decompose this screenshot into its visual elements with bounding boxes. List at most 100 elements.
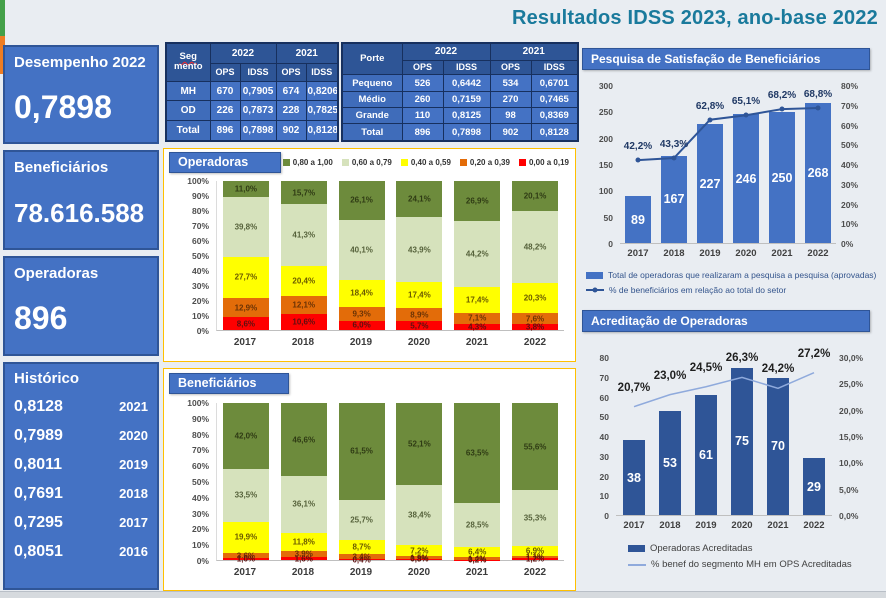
- bar[interactable]: 53: [659, 411, 681, 515]
- bar-segment[interactable]: 8,9%: [396, 308, 443, 322]
- stacked-bar[interactable]: 26,9% 44,2% 17,4% 7,1% 4,3%: [454, 181, 501, 331]
- stacked-bar[interactable]: 52,1% 38,4% 7,2% 1,5% 0,8%: [396, 403, 443, 564]
- bar[interactable]: 75: [731, 367, 753, 515]
- stacked-bar[interactable]: 24,1% 43,9% 17,4% 8,9% 5,7%: [396, 181, 443, 330]
- bar-segment[interactable]: 12,1%: [280, 296, 327, 315]
- bar-segment[interactable]: 61,5%: [338, 403, 385, 500]
- bar-segment[interactable]: 7,2%: [396, 545, 443, 557]
- bar[interactable]: 250: [769, 112, 795, 243]
- bar-segment[interactable]: 17,4%: [454, 287, 501, 313]
- stacked-bar[interactable]: 15,7% 41,3% 20,4% 12,1% 10,6%: [280, 181, 327, 330]
- bar-segment[interactable]: 12,9%: [222, 297, 269, 318]
- bar-segment[interactable]: 28,5%: [454, 502, 501, 548]
- chart-legend: Total de operadoras que realizaram a pes…: [586, 270, 876, 295]
- stacked-bar[interactable]: 63,5% 28,5% 6,4% 1,4% 0,2%: [454, 403, 501, 564]
- bar-segment[interactable]: 1,0%: [222, 555, 269, 564]
- legend-swatch: [459, 159, 467, 166]
- bar-segment[interactable]: 3,6%: [222, 551, 269, 560]
- bar-segment[interactable]: 55,6%: [512, 403, 559, 491]
- bar[interactable]: 246: [733, 114, 759, 243]
- bar-segment[interactable]: 44,2%: [454, 221, 501, 288]
- bar-segment[interactable]: 17,4%: [396, 282, 443, 309]
- stacked-bar[interactable]: 46,6% 36,1% 11,8% 3,9% 1,6%: [280, 403, 327, 563]
- legend-item-line[interactable]: % benef do segmento MH em OPS Acreditada…: [628, 559, 852, 570]
- bar[interactable]: 38: [623, 440, 645, 515]
- bar-segment[interactable]: 6,0%: [338, 321, 385, 330]
- table-cell: 670: [209, 80, 241, 102]
- trend-line[interactable]: [616, 358, 832, 515]
- bar-segment[interactable]: 8,7%: [338, 540, 385, 554]
- bar-segment[interactable]: 0,8%: [396, 555, 443, 564]
- bar-segment[interactable]: 20,1%: [512, 181, 559, 211]
- stacked-bar[interactable]: 61,5% 25,7% 8,7% 3,4% 0,4%: [338, 403, 385, 564]
- bar-segment[interactable]: 19,9%: [222, 521, 269, 553]
- bar-segment[interactable]: 27,7%: [222, 256, 269, 298]
- bar[interactable]: 268: [805, 102, 831, 243]
- bar-segment[interactable]: 3,9%: [280, 550, 327, 559]
- bar[interactable]: 89: [625, 196, 651, 243]
- bar-segment[interactable]: 15,7%: [280, 181, 327, 205]
- bar-segment[interactable]: 36,1%: [280, 476, 327, 533]
- bar-value-label: 70: [771, 439, 785, 454]
- bar-segment[interactable]: 3,8%: [512, 323, 559, 332]
- bar-segment[interactable]: 26,9%: [454, 181, 501, 222]
- bar-segment[interactable]: 18,4%: [338, 279, 385, 308]
- bar-segment[interactable]: 40,1%: [338, 219, 385, 280]
- bar-segment[interactable]: 41,3%: [280, 204, 327, 266]
- bar-segment[interactable]: 52,1%: [396, 403, 443, 485]
- bar-segment[interactable]: 1,1%: [512, 553, 559, 562]
- bar-segment[interactable]: 5,7%: [396, 321, 443, 330]
- bar-segment[interactable]: 7,1%: [454, 312, 501, 324]
- bar-segment[interactable]: 35,3%: [512, 490, 559, 546]
- bar-segment[interactable]: 63,5%: [454, 403, 501, 503]
- bar-segment[interactable]: 6,9%: [512, 545, 559, 557]
- bar-segment[interactable]: 0,4%: [338, 555, 385, 564]
- bar-segment[interactable]: 1,2%: [512, 555, 559, 564]
- legend-item-bars[interactable]: Operadoras Acreditadas: [628, 543, 852, 554]
- legend-item[interactable]: 0,60 a 0,79: [341, 158, 392, 167]
- legend-item[interactable]: 0,00 a 0,19: [518, 158, 569, 167]
- stacked-bar[interactable]: 20,1% 48,2% 20,3% 7,6% 3,8%: [512, 181, 559, 332]
- legend-item-line[interactable]: % de beneficiários em relação ao total d…: [586, 285, 876, 295]
- acreditacao-chart: Acreditação de Operadoras 80 70 60 50 40 30 20…: [582, 310, 878, 594]
- stacked-bar[interactable]: 55,6% 35,3% 6,9%1,1%1,2%: [512, 403, 559, 564]
- legend-item[interactable]: 0,20 a 0,39: [459, 158, 510, 167]
- bar-segment[interactable]: 48,2%: [512, 210, 559, 283]
- bar[interactable]: 167: [661, 155, 687, 243]
- stacked-bar[interactable]: 11,0% 39,8% 27,7% 12,9% 8,6%: [222, 181, 269, 330]
- bar-segment[interactable]: 43,9%: [396, 216, 443, 283]
- bar-segment[interactable]: 20,4%: [280, 265, 327, 297]
- legend-item-bars[interactable]: Total de operadoras que realizaram a pes…: [586, 270, 876, 280]
- stacked-bar[interactable]: 42,0% 33,5% 19,9% 3,6% 1,0%: [222, 403, 269, 564]
- bar-segment[interactable]: 11,0%: [222, 181, 269, 198]
- bar-segment[interactable]: 6,4%: [454, 547, 501, 558]
- bar-segment[interactable]: 42,0%: [222, 403, 269, 469]
- bar[interactable]: 29: [803, 458, 825, 515]
- bar-segment[interactable]: 38,4%: [396, 484, 443, 546]
- bar-segment[interactable]: 33,5%: [222, 468, 269, 522]
- bar-segment[interactable]: 39,8%: [222, 197, 269, 257]
- bar-segment[interactable]: 3,4%: [338, 552, 385, 561]
- bar-segment[interactable]: 1,6%: [280, 554, 327, 563]
- bar-segment[interactable]: 11,8%: [280, 532, 327, 552]
- bar-segment[interactable]: 1,4%: [454, 554, 501, 563]
- bar-segment[interactable]: 8,6%: [222, 317, 269, 330]
- bar-segment[interactable]: 20,3%: [512, 282, 559, 313]
- bar[interactable]: 227: [697, 124, 723, 243]
- bar-segment[interactable]: 26,1%: [338, 181, 385, 220]
- stacked-bar[interactable]: 26,1% 40,1% 18,4% 9,3% 6,0%: [338, 181, 385, 330]
- bar[interactable]: 61: [695, 395, 717, 515]
- bar-segment[interactable]: 25,7%: [338, 499, 385, 541]
- bar-segment[interactable]: 4,3%: [454, 322, 501, 331]
- bar-segment[interactable]: 9,3%: [338, 307, 385, 322]
- trend-line[interactable]: [620, 86, 836, 243]
- bar-segment[interactable]: 24,1%: [396, 181, 443, 217]
- bar-segment[interactable]: 10,6%: [280, 314, 327, 330]
- y-axis-tick: 150: [598, 160, 613, 170]
- bar-segment[interactable]: 1,5%: [396, 553, 443, 562]
- bar-segment[interactable]: 46,6%: [280, 403, 327, 477]
- bar[interactable]: 70: [767, 377, 789, 515]
- legend-item[interactable]: 0,40 a 0,59: [400, 158, 451, 167]
- legend-item[interactable]: 0,80 a 1,00: [282, 158, 333, 167]
- bar-segment[interactable]: 7,6%: [512, 312, 559, 325]
